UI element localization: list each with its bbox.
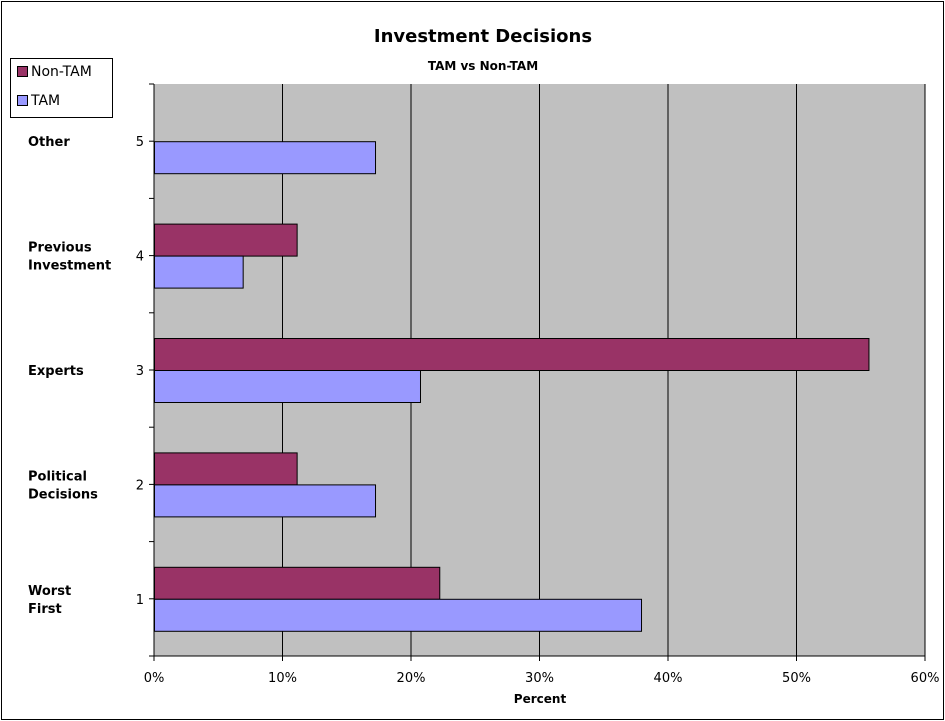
y-tick-label: 5: [136, 135, 144, 150]
x-tick-labels: 0% 10% 20% 30% 40% 50% 60%: [144, 671, 940, 686]
x-axis-title: Percent: [514, 692, 567, 706]
y-axis: [149, 83, 926, 661]
bar-non-tam-2: [154, 452, 298, 486]
legend-item-tam: TAM: [17, 92, 60, 110]
y-tick-label: 4: [136, 250, 144, 265]
bars: [154, 141, 870, 632]
bar-tam-5: [154, 141, 377, 175]
x-tick-label: 10%: [268, 671, 297, 686]
category-label: Political: [28, 469, 87, 484]
category-label: Experts: [28, 364, 84, 379]
bar-tam-2: [154, 484, 377, 518]
category-label: Previous: [28, 241, 92, 256]
x-tick-label: 30%: [525, 671, 554, 686]
category-label: Worst: [28, 584, 71, 599]
y-tick-labels: 1 2 3 4 5: [136, 135, 144, 608]
x-tick-label: 0%: [144, 671, 165, 686]
x-tick-label: 40%: [654, 671, 683, 686]
legend-label-tam: TAM: [31, 93, 61, 109]
legend-swatch-non-tam: [17, 65, 28, 77]
bar-tam-4: [154, 255, 244, 289]
bar-tam-1: [154, 598, 643, 632]
category-label: Decisions: [28, 487, 98, 502]
category-label: Investment: [28, 259, 111, 274]
legend: Non-TAM TAM: [10, 58, 113, 118]
bar-non-tam-1: [154, 566, 441, 600]
category-labels: Worst First Political Decisions Experts Previ…: [28, 135, 111, 617]
bar-tam-3: [154, 370, 421, 403]
category-label: First: [28, 602, 62, 617]
x-tick-label: 50%: [782, 671, 811, 686]
y-tick-label: 3: [136, 364, 144, 379]
y-tick-label: 1: [136, 593, 144, 608]
x-tick-label: 20%: [397, 671, 426, 686]
y-tick-label: 2: [136, 478, 144, 493]
chart-title: Investment Decisions: [374, 26, 592, 47]
bar-non-tam-4: [154, 223, 298, 257]
chart-subtitle: TAM vs Non-TAM: [428, 59, 538, 73]
x-tick-label: 60%: [911, 671, 940, 686]
bar-non-tam-3: [154, 338, 870, 371]
legend-swatch-tam: [17, 94, 28, 106]
legend-label-non-tam: Non-TAM: [31, 64, 92, 80]
legend-item-non-tam: Non-TAM: [17, 63, 92, 81]
category-label: Other: [28, 135, 70, 150]
